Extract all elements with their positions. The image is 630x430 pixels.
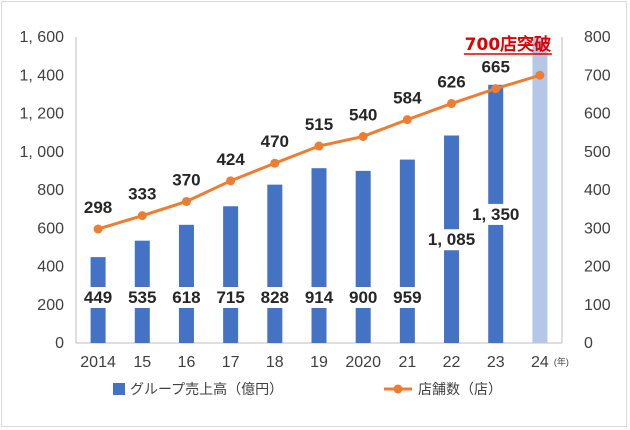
line-point [270,158,280,168]
y-left-tick-label: 0 [55,335,64,352]
x-unit-label: (年) [554,356,569,367]
bar-data-label: 618 [172,288,200,307]
bar-label-bg [389,287,426,308]
y-right-tick-label: 200 [584,259,611,276]
y-right-tick-label: 300 [584,220,611,237]
line-data-label: 665 [482,58,510,77]
x-tick-label: 17 [222,354,240,371]
bar-data-label: 1, 350 [472,205,519,224]
line-data-label: 370 [172,170,200,189]
y-right-tick-label: 500 [584,144,611,161]
bar-label-bg [212,287,249,308]
bar-label-bg [124,287,161,308]
bar-data-label: 900 [349,288,377,307]
line-point [535,70,545,80]
bar-data-label: 535 [128,288,156,307]
bar-data-label: 449 [84,288,112,307]
line-point [447,99,457,109]
x-tick-label: 18 [266,354,284,371]
bar-label-bg [80,287,117,308]
line-data-label: 424 [216,150,245,169]
x-tick-label: 24 [531,354,549,371]
line-data-label: 333 [128,185,156,204]
bar [355,170,371,343]
bar-label-bg [462,203,529,225]
x-tick-label: 15 [133,354,151,371]
line-point [226,176,236,186]
y-left-tick-label: 400 [37,259,64,276]
y-right-tick-label: 600 [584,106,611,123]
bar [178,224,194,343]
y-right-tick-label: 0 [584,335,593,352]
line-point [137,211,147,221]
annotation-label: 700店突破 [465,34,552,55]
line-point [402,115,412,125]
x-tick-label: 21 [398,354,416,371]
y-right-tick-label: 700 [584,67,611,84]
bar-label-bg [345,287,382,308]
bar-data-label: 959 [393,288,421,307]
x-tick-label: 23 [487,354,505,371]
y-right-tick-label: 100 [584,297,611,314]
x-tick-label: 2014 [80,354,116,371]
bar [223,206,239,343]
legend-label-line: 店舗数（店） [418,382,502,398]
y-right-tick-label: 800 [584,29,611,46]
bar-label-bg [256,287,293,308]
y-left-tick-label: 800 [37,182,64,199]
bar-data-label: 914 [305,288,334,307]
line-data-label: 298 [84,198,112,217]
bar-label-bg [168,287,205,308]
legend-swatch-bar [113,383,125,395]
x-tick-label: 2020 [345,354,381,371]
y-left-tick-label: 1, 200 [20,106,65,123]
line-data-label: 540 [349,105,377,124]
y-left-tick-label: 1, 000 [20,144,65,161]
line-point [358,131,368,141]
legend-swatch-point [393,384,403,394]
y-left-tick-label: 200 [37,297,64,314]
y-left-tick-label: 1, 400 [20,67,65,84]
x-tick-label: 19 [310,354,328,371]
line-data-label: 584 [393,89,422,108]
bar-data-label: 1, 085 [428,230,475,249]
line-point [181,196,191,206]
bar [399,159,415,343]
y-left-tick-label: 600 [37,220,64,237]
y-right-tick-label: 400 [584,182,611,199]
line-data-label: 470 [261,132,289,151]
bar-label-bg [301,287,337,308]
bar-label-bg [418,229,485,251]
x-tick-label: 22 [443,354,461,371]
x-tick-label: 16 [178,354,196,371]
bar [311,168,327,343]
highlight-bar [532,37,548,343]
bar-data-label: 828 [261,288,289,307]
line-point [93,224,103,234]
line-point [491,84,501,94]
bar-data-label: 715 [216,288,244,307]
y-left-tick-label: 1, 600 [20,29,65,46]
line-data-label: 515 [305,115,333,134]
bar [267,184,283,343]
line-point [314,141,324,151]
legend-label-bar: グループ売上高（億円） [130,381,283,398]
line-data-label: 626 [437,73,465,92]
